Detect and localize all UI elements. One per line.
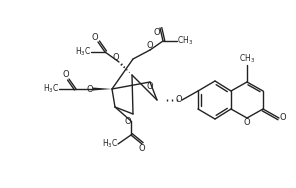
- Polygon shape: [93, 87, 112, 90]
- Text: O: O: [86, 84, 93, 93]
- Text: O: O: [244, 118, 250, 127]
- Text: CH$_3$: CH$_3$: [239, 52, 255, 65]
- Text: O: O: [147, 41, 153, 50]
- Text: CH$_3$: CH$_3$: [177, 35, 193, 47]
- Text: O: O: [279, 114, 286, 123]
- Text: O: O: [175, 96, 182, 105]
- Text: H$_3$C: H$_3$C: [102, 138, 118, 150]
- Text: O: O: [91, 33, 98, 42]
- Text: O: O: [124, 117, 131, 126]
- Text: H$_3$C: H$_3$C: [75, 46, 91, 58]
- Text: O: O: [62, 70, 69, 79]
- Text: O: O: [112, 53, 119, 62]
- Text: O: O: [153, 28, 160, 37]
- Text: O: O: [139, 144, 145, 153]
- Text: O: O: [147, 82, 153, 91]
- Text: H$_3$C: H$_3$C: [43, 83, 59, 95]
